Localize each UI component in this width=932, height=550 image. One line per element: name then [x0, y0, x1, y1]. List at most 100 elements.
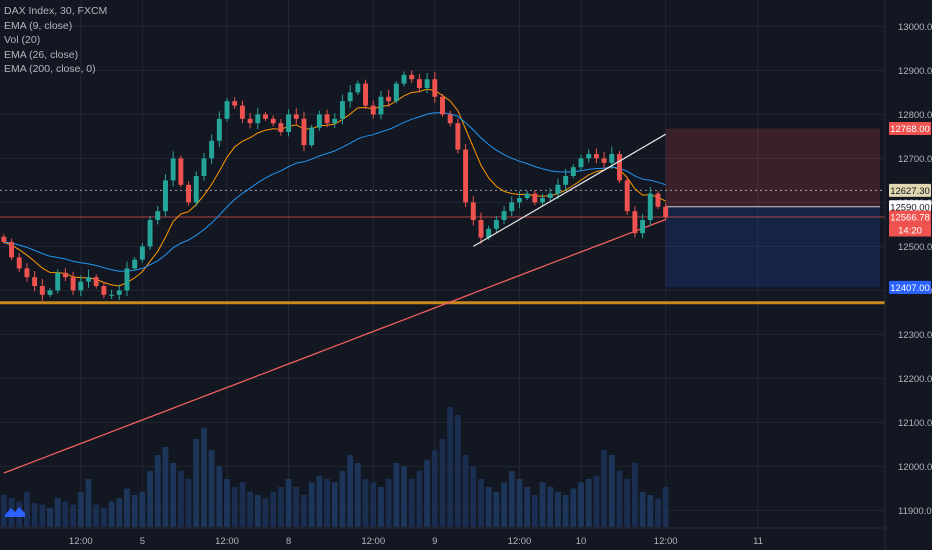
candle-body	[532, 193, 538, 203]
volume-bar	[31, 503, 38, 527]
time-axis[interactable]: 12:00 5 12:00 8 12:00 9 12:00 10 12:00 11	[0, 527, 885, 547]
volume-bar	[362, 479, 369, 527]
volume-bar	[454, 415, 461, 527]
volume-bar	[331, 482, 338, 527]
trendline[interactable]	[472, 133, 666, 247]
candle-body	[86, 277, 91, 282]
volume-bar	[562, 495, 569, 527]
time-tick-label: 5	[140, 536, 145, 547]
volume-bar	[54, 498, 61, 527]
candle-body	[309, 127, 315, 146]
candle-body	[162, 180, 168, 212]
candle-body	[9, 242, 15, 258]
candle-body	[324, 114, 330, 124]
time-tick-label: 12:00	[215, 536, 239, 547]
candle-body	[578, 158, 584, 168]
candle-body	[563, 176, 569, 185]
volume-bar	[270, 491, 277, 527]
volume-bar	[39, 504, 46, 527]
volume-bar	[277, 487, 284, 527]
reference-lines	[0, 189, 885, 305]
volume-bar	[216, 466, 223, 527]
volume-bar	[439, 439, 446, 527]
volume-bar	[501, 482, 507, 527]
candle-body	[109, 294, 115, 296]
volume-bar	[324, 479, 330, 527]
volume-bar	[339, 471, 346, 527]
indicator-ema200[interactable]: EMA (200, close, 0)	[4, 63, 96, 75]
candle-body	[455, 123, 461, 150]
countdown-bg	[889, 223, 931, 237]
volume-bar	[147, 471, 153, 527]
volume-bar	[608, 455, 615, 527]
volume-bar	[593, 475, 600, 527]
indicator-ema9[interactable]: EMA (9, close)	[4, 19, 73, 32]
candle-body	[316, 114, 322, 128]
symbol-title[interactable]: DAX Index, 30, FXCM	[4, 5, 108, 17]
volume-bar	[131, 495, 138, 527]
price-label-bg	[889, 280, 931, 294]
volume-bar	[493, 491, 500, 527]
volume-bar	[301, 495, 307, 527]
countdown-label: 14:20	[898, 226, 922, 237]
price-axis[interactable]: 11900.00 12000.00 12100.00 12200.00 12300.00…	[884, 0, 932, 550]
volume-bar	[177, 471, 184, 527]
candle-body	[570, 167, 576, 176]
volume-bar	[116, 498, 123, 527]
candle-body	[416, 79, 422, 88]
candle-body	[470, 202, 476, 220]
candle-body	[147, 220, 153, 247]
volume-bar	[308, 482, 315, 527]
candle-body	[247, 118, 253, 124]
candle-body	[593, 154, 599, 159]
volume-bar	[208, 450, 215, 527]
volume-bar	[478, 479, 484, 527]
candle-body	[39, 286, 45, 295]
price-tick-label: 12100.00	[898, 418, 932, 429]
candle-body	[401, 74, 407, 84]
volume-bar	[393, 463, 400, 527]
time-tick-label: 9	[432, 536, 437, 547]
price-label-bg	[889, 200, 931, 214]
volume-bar	[0, 495, 7, 527]
price-label-text: 12627.30	[890, 186, 930, 197]
time-tick-label: 11	[753, 536, 763, 547]
volume-bar	[185, 479, 192, 527]
candle-body	[62, 272, 68, 278]
candle-body	[239, 105, 245, 119]
candle-body	[286, 114, 292, 132]
price-tick-label: 12000.00	[898, 462, 932, 473]
candle-body	[624, 180, 630, 212]
price-tick-label: 12700.00	[898, 154, 932, 165]
volume-bar	[239, 482, 246, 527]
volume-bar	[539, 482, 546, 527]
tradingview-logo-icon[interactable]	[4, 503, 26, 519]
volume-bar	[108, 501, 115, 527]
candle-body	[640, 220, 646, 234]
candle-body	[555, 184, 561, 194]
volume-bar	[531, 495, 538, 527]
price-label-bg	[889, 210, 931, 224]
price-tick-label: 12900.00	[898, 66, 932, 77]
candle-body	[378, 96, 384, 115]
candle-body	[155, 211, 161, 220]
volume-bar	[470, 466, 477, 527]
volume-bar	[408, 479, 415, 527]
candle-body	[440, 96, 445, 115]
candle-body	[101, 286, 107, 295]
candle-body	[339, 101, 345, 119]
candle-body	[509, 202, 515, 212]
volume-bar	[616, 471, 623, 527]
candle-body	[224, 101, 230, 119]
indicator-volume[interactable]: Vol (20)	[4, 34, 41, 46]
candle-body	[1, 236, 7, 242]
time-tick-label: 12:00	[69, 536, 93, 547]
grid-lines	[0, 0, 885, 528]
candle-body	[255, 114, 261, 124]
volume-bar	[224, 479, 230, 527]
candle-body	[363, 83, 369, 106]
indicator-ema26[interactable]: EMA (26, close)	[4, 48, 79, 61]
volume-bar	[24, 491, 30, 527]
